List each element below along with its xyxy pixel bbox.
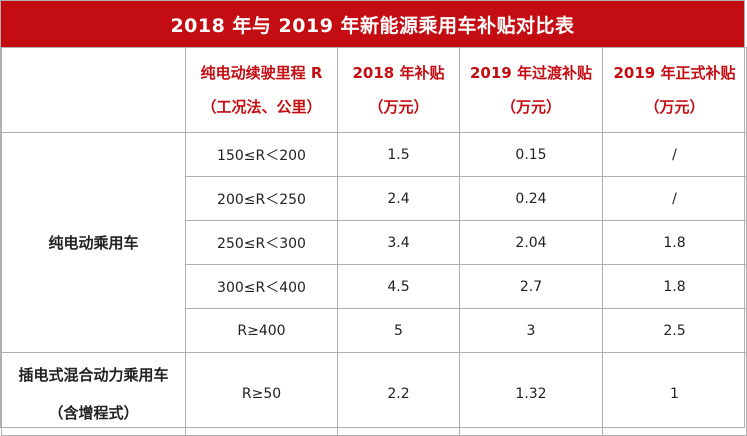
header-2019-formal-line2: （万元） (644, 98, 705, 116)
range-cell: R≥400 (185, 308, 338, 353)
subsidy-2019-formal-cell: 1.8 (602, 264, 747, 309)
header-range: 纯电动续驶里程 R （工况法、公里） (185, 47, 338, 133)
header-2018-line2: （万元） (368, 98, 429, 116)
header-2019-transition-line2: （万元） (500, 98, 561, 116)
category-phev: 插电式混合动力乘用车 （含增程式） (1, 352, 186, 436)
range-cell: 200≤R＜250 (185, 176, 338, 221)
subsidy-2018-cell: 4.5 (337, 264, 460, 309)
subsidy-2018-cell: 1.5 (337, 132, 460, 177)
category-phev-line1: 插电式混合动力乘用车 (18, 366, 169, 384)
subsidy-2018-cell: 3.4 (337, 220, 460, 265)
subsidy-2019-transition-cell: 2.04 (459, 220, 603, 265)
subsidy-table: 纯电动续驶里程 R （工况法、公里） 2018 年补贴 （万元） 2019 年过… (1, 47, 747, 436)
table-title: 2018 年与 2019 年新能源乘用车补贴对比表 (1, 1, 744, 47)
range-cell: R≥50 (185, 352, 338, 436)
subsidy-2019-formal-cell: / (602, 176, 747, 221)
category-phev-line2: （含增程式） (48, 404, 139, 422)
header-2019-formal-line1: 2019 年正式补贴 (613, 64, 736, 82)
header-range-line2: （工况法、公里） (201, 98, 322, 116)
header-2018: 2018 年补贴 （万元） (337, 47, 460, 133)
header-row: 纯电动续驶里程 R （工况法、公里） 2018 年补贴 （万元） 2019 年过… (1, 47, 747, 133)
header-empty-cell (1, 47, 186, 133)
range-cell: 250≤R＜300 (185, 220, 338, 265)
header-range-line1: 纯电动续驶里程 R (200, 64, 323, 82)
subsidy-2018-cell: 5 (337, 308, 460, 353)
subsidy-2019-formal-cell: 1.8 (602, 220, 747, 265)
table-row: R≥400 5 3 2.5 (2, 308, 747, 353)
subsidy-2019-transition-cell: 0.24 (459, 176, 603, 221)
header-2019-transition: 2019 年过渡补贴 （万元） (459, 47, 603, 133)
subsidy-2018-cell: 2.4 (337, 176, 460, 221)
subsidy-2019-formal-cell: / (602, 132, 747, 177)
table-row: 插电式混合动力乘用车 （含增程式） R≥50 2.2 1.32 1 (1, 352, 747, 436)
subsidy-2019-transition-cell: 3 (459, 308, 603, 353)
range-cell: 150≤R＜200 (185, 132, 338, 177)
subsidy-2019-formal-cell: 1 (602, 352, 747, 436)
subsidy-2019-transition-cell: 0.15 (459, 132, 603, 177)
table-row: 250≤R＜300 3.4 2.04 1.8 (2, 220, 747, 265)
subsidy-2018-cell: 2.2 (337, 352, 460, 436)
category-bev: 纯电动乘用车 (1, 132, 186, 353)
range-cell: 300≤R＜400 (185, 264, 338, 309)
table-row: 200≤R＜250 2.4 0.24 / (2, 176, 747, 221)
table-row: 300≤R＜400 4.5 2.7 1.8 (2, 264, 747, 309)
subsidy-2019-transition-cell: 1.32 (459, 352, 603, 436)
header-2019-formal: 2019 年正式补贴 （万元） (602, 47, 747, 133)
subsidy-2019-formal-cell: 2.5 (602, 308, 747, 353)
header-2018-line1: 2018 年补贴 (352, 64, 445, 82)
subsidy-2019-transition-cell: 2.7 (459, 264, 603, 309)
table-row: 纯电动乘用车 150≤R＜200 1.5 0.15 / (1, 132, 747, 353)
header-2019-transition-line1: 2019 年过渡补贴 (470, 64, 592, 82)
